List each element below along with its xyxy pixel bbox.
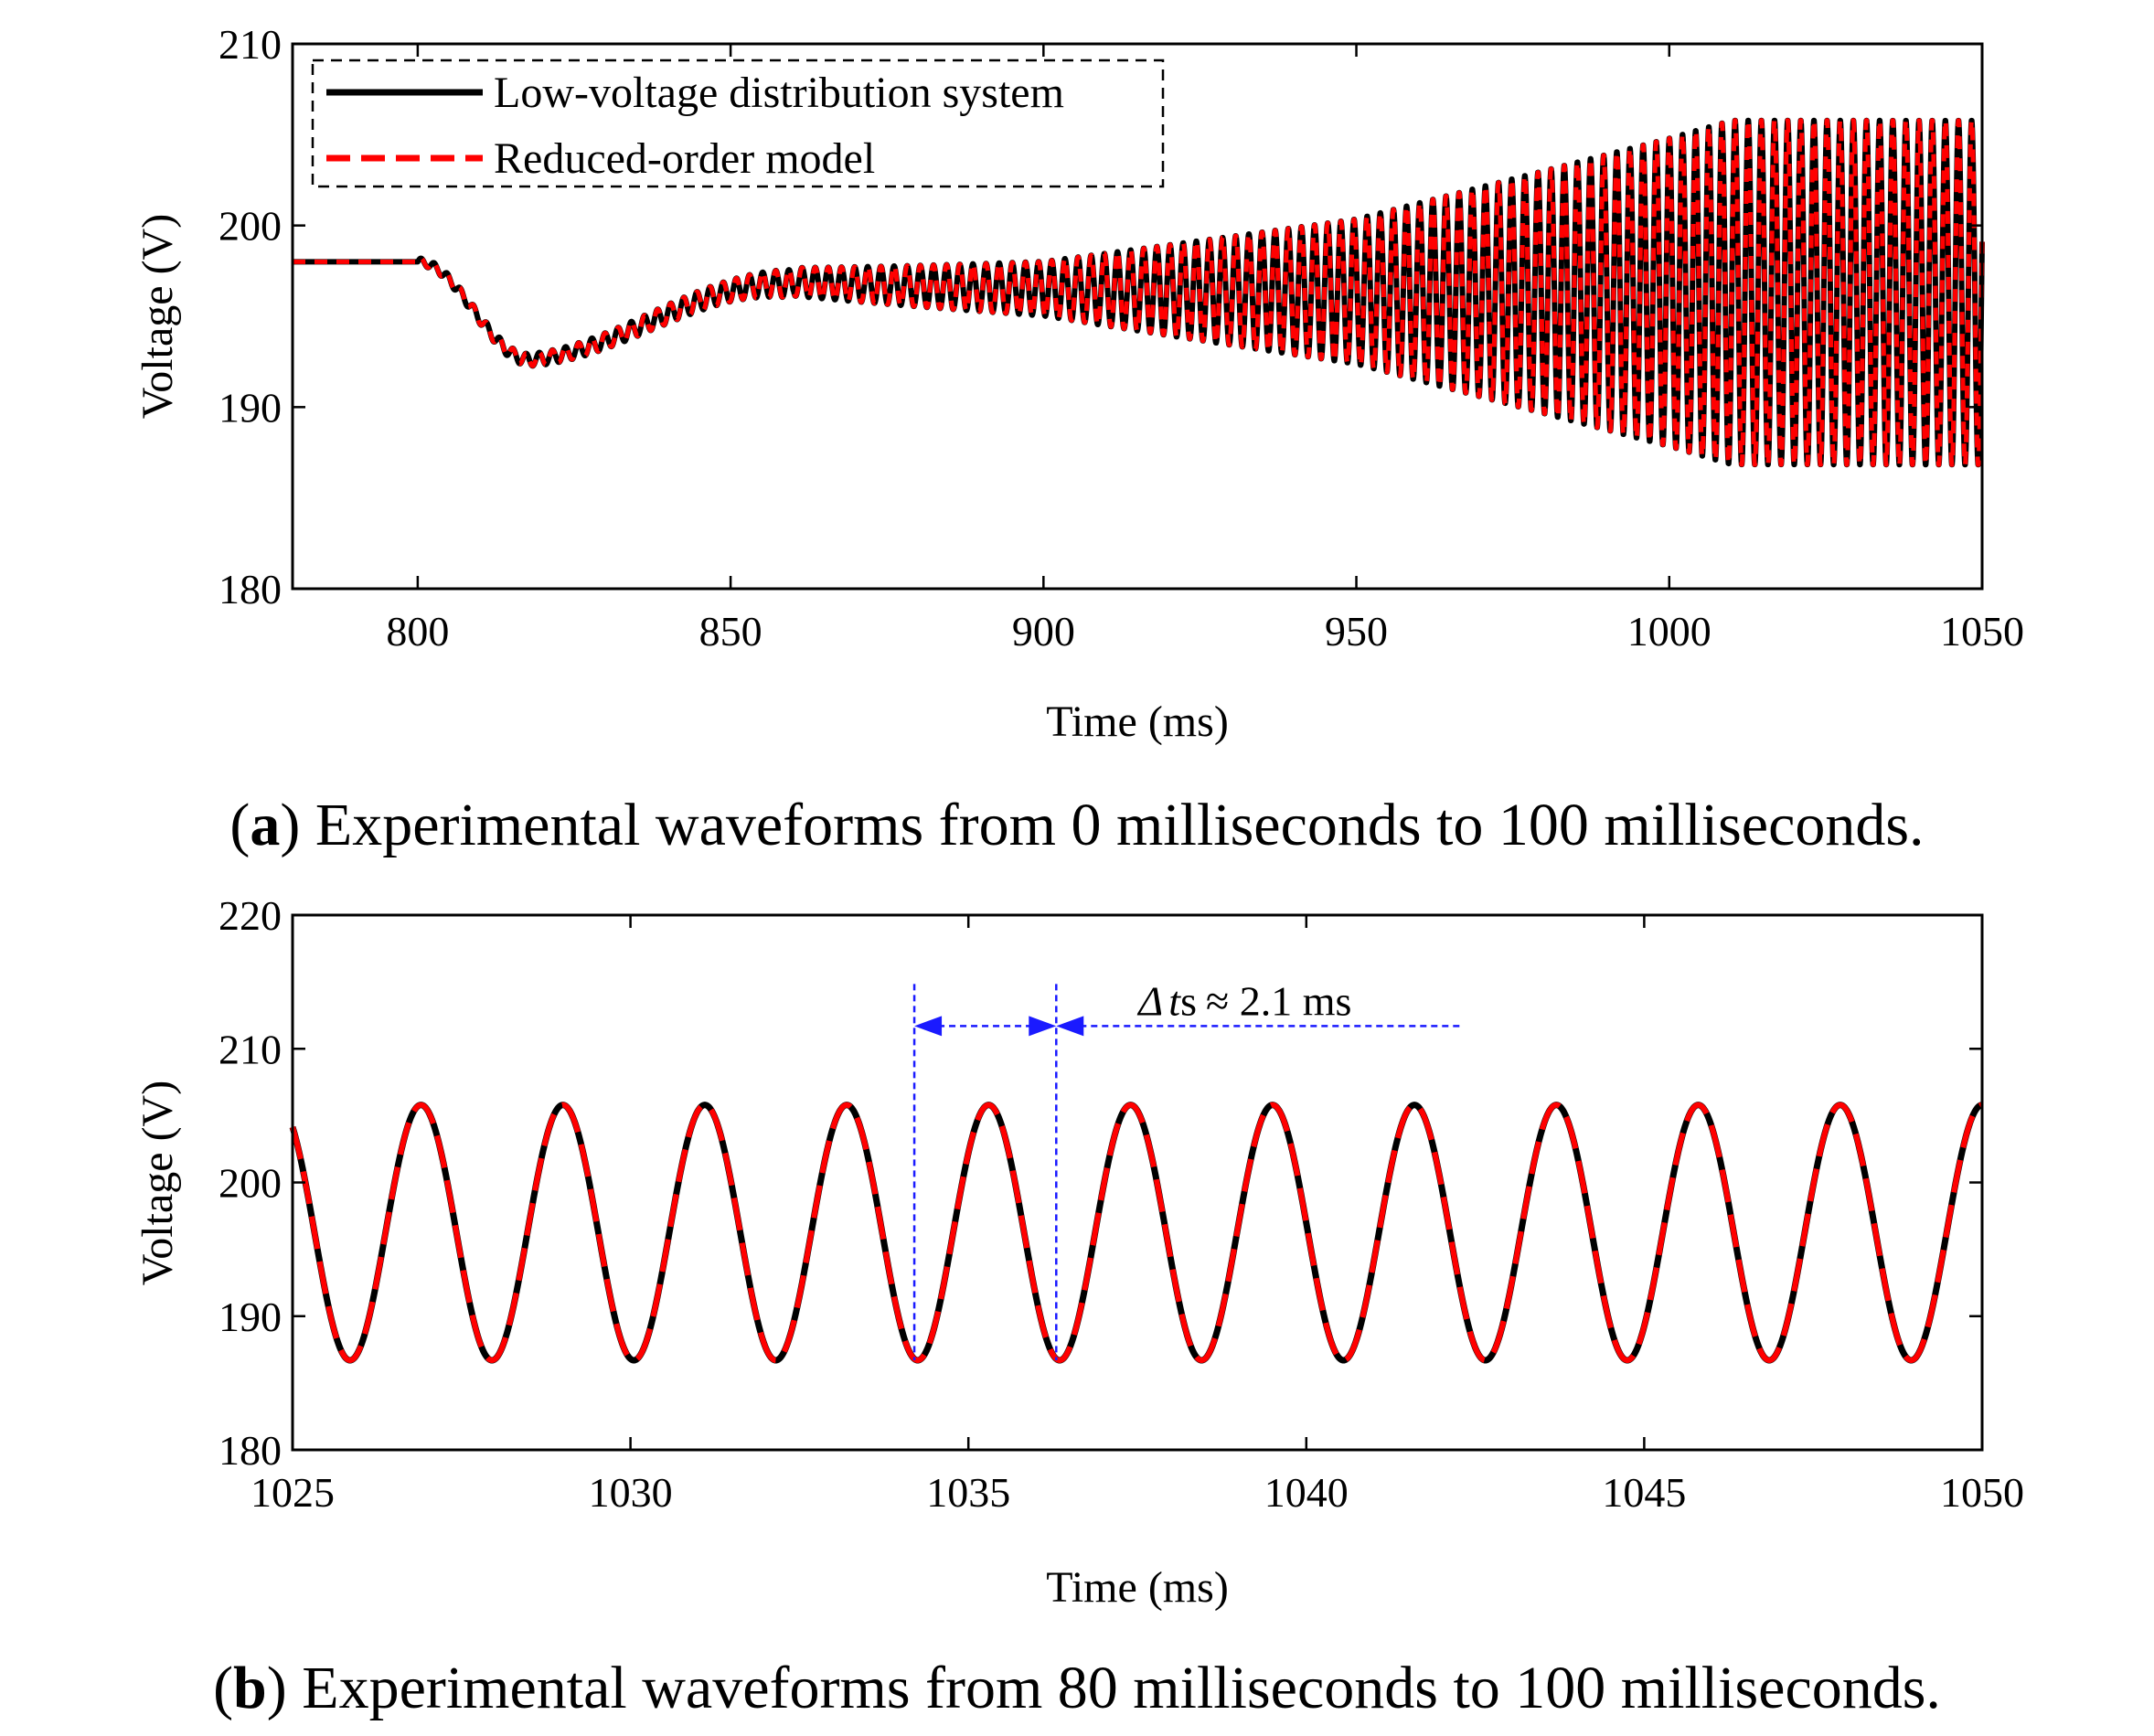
x-axis-label-b: Time (ms) <box>1046 1563 1229 1612</box>
x-tick-label-a: 1000 <box>1627 608 1711 655</box>
arrowhead-right-in <box>1029 1016 1057 1037</box>
x-tick-label-a: 950 <box>1325 608 1388 655</box>
series-line-reduced-order-a <box>290 118 1985 467</box>
period-label-value: ≈ 2.1 ms <box>1206 977 1351 1024</box>
series-line-reduced-order-b <box>290 1102 1985 1364</box>
caption-a-text: Experimental waveforms from 0 millisecon… <box>315 792 1925 858</box>
chart-panel-a: 800 850 900 950 1000 1050 180 190 200 210 Time (m… <box>133 21 2024 858</box>
caption-a: (a) Experimental waveforms from 0 millis… <box>229 792 1924 858</box>
plot-area-b <box>293 915 1982 1450</box>
caption-a-letter: a <box>250 792 280 858</box>
legend-box <box>311 59 1165 188</box>
y-tick-label-a: 210 <box>219 21 282 68</box>
caption-b-text: Experimental waveforms from 80 milliseco… <box>302 1655 1941 1721</box>
y-tick-label-b: 180 <box>219 1427 282 1474</box>
caption-b: (b) Experimental waveforms from 80 milli… <box>213 1655 1941 1721</box>
axis-ticks-b: 1025 1030 1035 1040 1045 1050 180 190 200 210 220 <box>219 892 2024 1516</box>
period-label-subscript: s <box>1180 977 1197 1024</box>
y-tick-label-a: 190 <box>219 384 282 431</box>
x-tick-label-a: 800 <box>386 608 449 655</box>
x-tick-label-a: 1050 <box>1940 608 2024 655</box>
x-tick-label-b: 1040 <box>1264 1469 1349 1516</box>
x-tick-label-b: 1035 <box>926 1469 1010 1516</box>
y-tick-label-b: 210 <box>219 1026 282 1072</box>
legend-label-reduced-order: Reduced-order model <box>494 134 875 183</box>
series-group-b <box>289 1102 1985 1364</box>
arrowhead-right-out <box>1056 1016 1084 1037</box>
chart-panel-b: 1025 1030 1035 1040 1045 1050180190200210220 … <box>133 892 2024 1721</box>
y-tick-label-a: 200 <box>219 203 282 250</box>
legend: Low-voltage distribution system Reduced-… <box>311 59 1165 188</box>
period-label-t: t <box>1168 977 1181 1024</box>
period-label-delta: Δ <box>1136 977 1163 1024</box>
series-group-a <box>290 117 1985 468</box>
x-tick-label-b: 1030 <box>589 1469 673 1516</box>
x-tick-label-a: 900 <box>1012 608 1075 655</box>
arrowhead-left <box>914 1016 943 1037</box>
x-tick-label-b: 1045 <box>1602 1469 1686 1516</box>
axis-ticks-a: 800 850 900 950 1000 1050 180 190 200 210 <box>219 21 2024 655</box>
plot-frame-a <box>291 42 1984 591</box>
y-tick-label-b: 220 <box>219 892 282 939</box>
x-tick-label-b: 1050 <box>1940 1469 2024 1516</box>
y-axis-label-a: Voltage (V) <box>133 214 182 419</box>
legend-label-low-voltage: Low-voltage distribution system <box>494 69 1064 117</box>
y-tick-label-b: 190 <box>219 1294 282 1340</box>
y-tick-label-b: 200 <box>219 1160 282 1207</box>
x-axis-label-a: Time (ms) <box>1046 698 1229 746</box>
caption-b-letter: b <box>233 1655 267 1721</box>
y-tick-label-a: 180 <box>219 566 282 612</box>
y-axis-label-b: Voltage (V) <box>133 1081 182 1285</box>
x-tick-label-a: 850 <box>699 608 762 655</box>
x-tick-label-b: 1025 <box>251 1469 335 1516</box>
